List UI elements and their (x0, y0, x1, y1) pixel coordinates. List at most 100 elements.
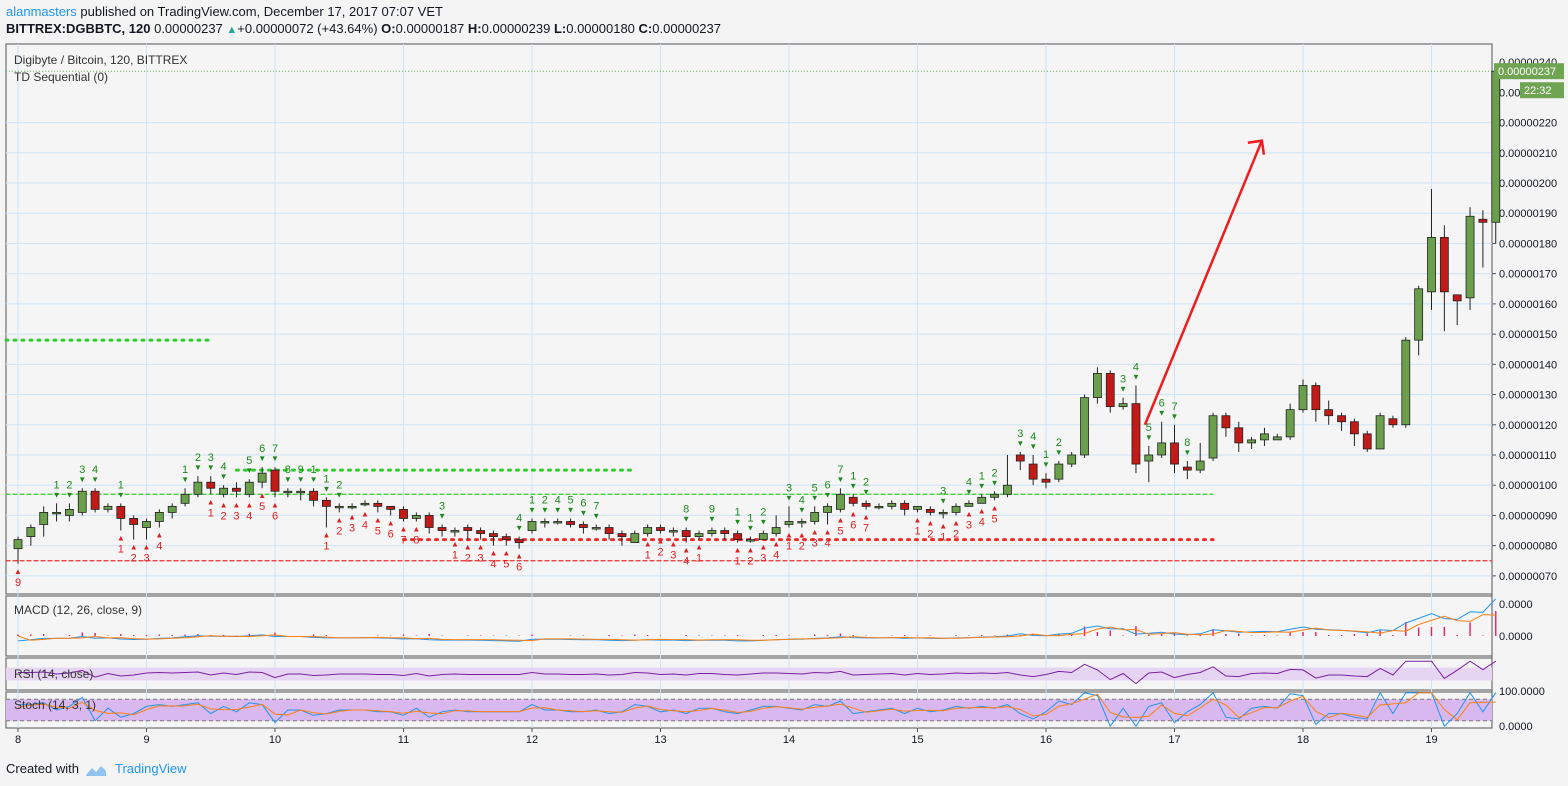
td-count-green: 2 (542, 494, 548, 506)
td-count-red: 5 (992, 513, 998, 525)
candle-body (476, 530, 486, 534)
td-count-red: 4 (979, 516, 985, 528)
td-count-green: 6 (580, 497, 586, 509)
candles (13, 65, 1501, 564)
td-sell-marker: ▲ (245, 500, 253, 509)
td-buy-marker: ▼ (798, 505, 806, 514)
td-sell-marker: ▲ (914, 515, 922, 524)
arrow-shaft (1143, 140, 1264, 426)
candle-body (347, 505, 357, 509)
td-buy-marker: ▼ (824, 490, 832, 499)
td-buy-marker: ▼ (258, 454, 266, 463)
td-count-green: 7 (837, 464, 843, 476)
y-tick-label: 0.000 (1499, 87, 1527, 99)
countdown-tag (1520, 82, 1564, 99)
td-sell-marker: ▲ (746, 546, 754, 555)
rsi-title: RSI (14, close) (14, 667, 93, 681)
candle-body (1272, 436, 1282, 441)
candle-body (694, 533, 704, 537)
candle-body (668, 530, 678, 533)
td-count-green: 7 (1171, 401, 1177, 413)
candle-body (797, 521, 807, 524)
candle-body (1285, 409, 1295, 438)
candle-body (26, 527, 36, 537)
author-link[interactable]: alanmasters (6, 4, 77, 19)
candle-body (386, 505, 396, 510)
td-count-green: 6 (824, 479, 830, 491)
y-tick-label: 0.00000140 (1499, 359, 1557, 371)
candle-body (424, 515, 434, 528)
td-count-green: 1 (850, 470, 856, 482)
candle-body (630, 533, 640, 544)
x-tick-label: 16 (1040, 734, 1052, 746)
tradingview-logo-icon (85, 765, 106, 776)
macd-title: MACD (12, 26, close, 9) (14, 603, 142, 617)
td-buy-marker: ▼ (785, 493, 793, 502)
candle-body (360, 502, 370, 506)
price-change: +0.00000072 (+43.64%) (237, 21, 378, 36)
stoch-title: Stoch (14, 3, 1) (14, 698, 96, 712)
candle-body (746, 539, 755, 542)
low-label: L: (553, 21, 567, 36)
td-sell-marker: ▲ (464, 543, 472, 552)
td-buy-marker: ▼ (1183, 448, 1191, 457)
x-axis: 8 9 10 11 12 13 14 15 16 17 18 19 (15, 44, 1438, 746)
x-tick-label: 8 (15, 734, 21, 746)
td-count-green: 3 (1017, 428, 1023, 440)
candle-body (810, 512, 820, 522)
candle-body (643, 527, 653, 534)
price-pane (5, 43, 1493, 595)
stoch-tick-label: 0.0000 (1499, 721, 1533, 733)
td-buy-marker: ▼ (297, 475, 305, 484)
candle-body (296, 490, 306, 494)
td-count-red: 3 (966, 519, 972, 531)
candle-body (925, 508, 935, 513)
candle-body (154, 512, 164, 522)
td-count-red: 5 (375, 525, 381, 537)
td-buy-marker: ▼ (862, 487, 870, 496)
td-sell-marker: ▲ (155, 531, 163, 540)
td-count-green: 1 (529, 494, 535, 506)
candle-body (951, 505, 961, 513)
candle-body (65, 508, 74, 516)
td-count-green: 1 (53, 479, 59, 491)
td-count-red: 3 (812, 537, 818, 549)
td-buy-marker: ▼ (991, 478, 999, 487)
y-tick-label: 0.00000120 (1499, 420, 1557, 432)
td-count-red: 2 (657, 547, 663, 559)
td-sell-marker: ▲ (734, 546, 742, 555)
td-sell-marker: ▲ (952, 518, 960, 527)
candle-body (977, 496, 987, 504)
tradingview-link[interactable]: TradingView (114, 761, 187, 776)
td-buy-marker: ▼ (1055, 448, 1063, 457)
td-count-green: 1 (735, 507, 741, 519)
candle-body (1067, 454, 1077, 465)
candle-body (604, 527, 614, 534)
td-count-red: 5 (503, 559, 509, 571)
td-sell-marker: ▲ (849, 509, 857, 518)
td-count-green: 2 (195, 452, 201, 464)
candle-body (1388, 418, 1398, 426)
publisher-line: alanmasters published on TradingView.com… (6, 4, 443, 19)
td-buy-marker: ▼ (91, 475, 99, 484)
y-tick-label: 0.00000220 (1499, 118, 1557, 130)
candle-body (771, 527, 781, 534)
y-tick-label: 0.00000100 (1499, 480, 1557, 492)
candle-body (591, 527, 601, 530)
td-buy-marker: ▼ (528, 505, 536, 514)
last-price: 0.00000237 (154, 21, 223, 36)
td-count-green: 6 (259, 443, 265, 455)
candle-body (257, 472, 267, 483)
candle-body (784, 521, 794, 525)
td-count-red: 3 (760, 553, 766, 565)
td-count-green: 2 (66, 479, 72, 491)
stoch-series (6, 691, 1497, 728)
td-sell-marker: ▲ (130, 543, 138, 552)
td-count-green: 5 (1146, 422, 1152, 434)
td-buy-marker: ▼ (682, 515, 690, 524)
candle-body (1350, 421, 1359, 435)
td-count-red: 4 (824, 537, 830, 549)
td-count-red: 1 (735, 556, 741, 568)
td-count-green: 1 (979, 470, 985, 482)
